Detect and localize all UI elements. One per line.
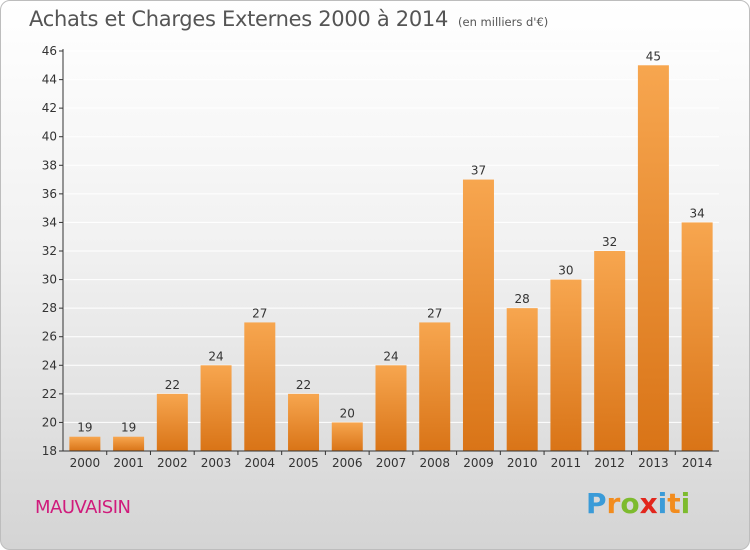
x-tick-label: 2002 — [157, 456, 188, 470]
y-tick-label: 38 — [42, 158, 57, 172]
data-label: 20 — [340, 406, 355, 420]
x-tick-label: 2008 — [419, 456, 450, 470]
x-tick-label: 2003 — [201, 456, 232, 470]
bar — [681, 222, 713, 451]
bar — [113, 436, 145, 451]
x-tick-label: 2005 — [288, 456, 319, 470]
logo-letter: i — [680, 487, 691, 520]
logo-letter: o — [620, 487, 640, 520]
x-tick-label: 2009 — [463, 456, 494, 470]
y-tick-label: 20 — [42, 415, 57, 429]
logo-letter: t — [667, 487, 681, 520]
data-label: 24 — [383, 349, 398, 363]
bar — [594, 251, 626, 451]
y-tick-label: 44 — [42, 73, 57, 87]
bar — [419, 322, 451, 451]
x-tick-label: 2006 — [332, 456, 363, 470]
bar — [244, 322, 276, 451]
chart-subtitle: (en milliers d'€) — [458, 15, 549, 29]
bar — [69, 436, 101, 451]
data-label: 27 — [427, 306, 442, 320]
y-tick-label: 18 — [42, 444, 57, 458]
proxiti-logo: Proxiti — [586, 487, 690, 520]
x-tick-label: 2012 — [594, 456, 625, 470]
y-tick-label: 22 — [42, 387, 57, 401]
y-tick-label: 26 — [42, 330, 57, 344]
logo-letter: P — [586, 487, 607, 520]
y-tick-label: 30 — [42, 273, 57, 287]
title-row: Achats et Charges Externes 2000 à 2014 (e… — [29, 7, 548, 31]
x-tick-label: 2007 — [376, 456, 407, 470]
x-tick-label: 2011 — [551, 456, 582, 470]
bar — [156, 393, 188, 451]
data-label: 24 — [208, 349, 223, 363]
data-label: 22 — [165, 378, 180, 392]
bar — [288, 393, 320, 451]
place-label: MAUVAISIN — [35, 497, 131, 518]
data-label: 19 — [77, 421, 92, 435]
data-label: 28 — [515, 292, 530, 306]
x-tick-label: 2004 — [245, 456, 276, 470]
x-tick-label: 2001 — [113, 456, 144, 470]
x-tick-label: 2013 — [638, 456, 669, 470]
y-tick-label: 34 — [42, 215, 57, 229]
logo-letter: i — [657, 487, 668, 520]
logo-letter: r — [606, 487, 621, 520]
y-tick-label: 36 — [42, 187, 57, 201]
bar — [637, 65, 669, 452]
logo-letter: x — [639, 487, 658, 520]
x-tick-label: 2014 — [682, 456, 713, 470]
bar — [550, 279, 582, 451]
y-tick-label: 42 — [42, 101, 57, 115]
bar — [375, 365, 407, 451]
chart-title: Achats et Charges Externes 2000 à 2014 — [29, 7, 449, 31]
data-label: 34 — [689, 206, 704, 220]
data-label: 32 — [602, 235, 617, 249]
data-label: 19 — [121, 421, 136, 435]
x-tick-label: 2000 — [70, 456, 101, 470]
bar — [331, 422, 363, 451]
data-label: 27 — [252, 306, 267, 320]
x-tick-label: 2010 — [507, 456, 538, 470]
y-tick-label: 28 — [42, 301, 57, 315]
y-tick-label: 32 — [42, 244, 57, 258]
bar — [462, 179, 494, 452]
data-label: 22 — [296, 378, 311, 392]
data-label: 37 — [471, 164, 486, 178]
data-label: 30 — [558, 264, 573, 278]
y-tick-label: 40 — [42, 130, 57, 144]
y-tick-label: 46 — [42, 44, 57, 58]
data-label: 45 — [646, 49, 661, 63]
bar — [200, 365, 232, 451]
y-tick-label: 24 — [42, 358, 57, 372]
bar — [506, 308, 538, 451]
